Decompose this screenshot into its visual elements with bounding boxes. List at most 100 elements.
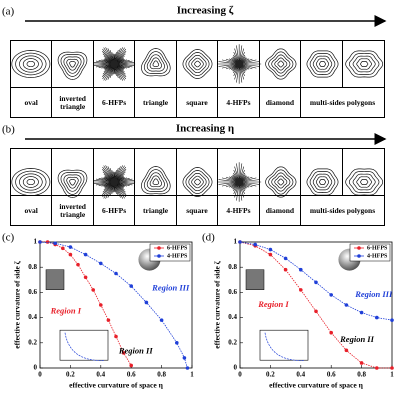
x-tick-label: 0.8 (157, 371, 166, 379)
label-row-b: oval inverted triangle 6-HFPs triangle squar… (10, 196, 385, 226)
image-row-a (10, 40, 385, 88)
label-row-a: oval inverted triangle 6-HFPs triangle squar… (10, 88, 385, 118)
data-point (53, 241, 57, 246)
orbit-stroke (235, 178, 244, 186)
region-label: Region III (354, 289, 393, 299)
image-cell (135, 149, 177, 195)
y-tick-label: 0.6 (28, 288, 37, 296)
inset (259, 329, 309, 361)
legend-marker (157, 246, 161, 250)
plot-frame (39, 241, 193, 369)
y-tick-label: 1 (234, 238, 238, 246)
data-point (68, 252, 73, 257)
image-cell (218, 149, 260, 195)
shape-label: oval (11, 88, 53, 117)
orbit-curve (194, 178, 201, 186)
orbit-curve (69, 61, 76, 68)
data-point (83, 275, 88, 280)
data-point (91, 288, 95, 292)
orbit-curve (11, 50, 51, 78)
orbit-image (45, 269, 65, 290)
shape-label: 6-HFPs (94, 196, 136, 225)
legend-label: 4-HFPS (367, 253, 388, 259)
region-label: Region III (151, 283, 190, 293)
orbit-curve (265, 166, 297, 198)
data-point (268, 252, 273, 257)
data-point (314, 280, 318, 285)
shape-label: triangle (135, 196, 177, 225)
legend-label: 4-HFPS (167, 253, 188, 259)
orbit-curve (152, 178, 160, 185)
orbit-image (245, 269, 265, 290)
orbit-curve (60, 172, 85, 195)
orbit-curve (356, 176, 372, 188)
x-tick-label: 0.4 (296, 371, 305, 379)
data-point (344, 303, 349, 307)
x-tick-label: 0.2 (66, 371, 75, 379)
x-tick-label: 0 (38, 371, 42, 379)
orbit-curve (63, 56, 82, 74)
orbit-curve (268, 51, 294, 77)
data-point (329, 293, 334, 297)
shape-label: inverted triangle (52, 88, 94, 117)
image-cell (52, 41, 94, 87)
x-tick-label: 0.6 (127, 371, 136, 379)
y-tick-label: 0.8 (228, 263, 237, 271)
orbit-curve (312, 173, 333, 191)
legend-label: 6-HFPS (367, 245, 388, 251)
orbit-curve (15, 52, 47, 76)
shape-label: 6-HFPs (94, 88, 136, 117)
orbit-curve (348, 53, 380, 75)
orbit-curve (352, 55, 376, 73)
image-cell (301, 41, 343, 87)
image-cell (343, 41, 384, 87)
orbit-curve (11, 168, 51, 196)
data-point (375, 366, 379, 370)
data-point (314, 309, 318, 314)
y-tick-label: 0.8 (28, 263, 37, 271)
orbit-curve (19, 55, 43, 73)
image-cell (11, 41, 53, 87)
data-point (83, 252, 88, 257)
region-label: Region I (50, 305, 82, 315)
y-tick-label: 0.2 (28, 338, 37, 346)
orbit-curve (182, 167, 213, 197)
orbit-curve (271, 172, 291, 192)
shape-label: square (177, 88, 219, 117)
inset-curve (264, 332, 305, 361)
y-tick-label: 0.4 (228, 313, 237, 321)
data-point (45, 240, 50, 244)
orbit-curve (274, 175, 288, 189)
orbit-curve (66, 58, 79, 71)
data-point (359, 310, 364, 315)
x-tick-label: 0.2 (266, 371, 275, 379)
data-point (129, 284, 133, 288)
x-axis-label: effective curvature of space η (269, 381, 363, 390)
orbit-curve (66, 176, 79, 189)
data-point (106, 318, 111, 322)
orbit-curve (63, 174, 82, 192)
orbit-curve (22, 176, 39, 188)
shape-label: 4-HFPs (218, 88, 260, 117)
data-point (238, 240, 242, 244)
data-point (299, 267, 303, 272)
orbit-curve (141, 166, 171, 195)
orbit-curve (191, 57, 204, 71)
image-cell (177, 149, 219, 195)
orbit-curve (268, 169, 294, 195)
orbit-curve (306, 168, 339, 196)
orbit-curve (277, 178, 285, 186)
orbit-curve (319, 179, 326, 185)
data-point (390, 366, 394, 370)
orbit-curve (149, 175, 162, 188)
shape-label: diamond (260, 196, 302, 225)
image-cell (52, 149, 94, 195)
x-axis-label: effective curvature of space η (69, 381, 163, 390)
orbit-curve (26, 60, 35, 68)
y-tick-label: 0 (234, 364, 238, 372)
data-point (99, 303, 103, 307)
legend-marker (357, 246, 361, 250)
orbit-curve (352, 173, 376, 191)
orbit-curve (345, 50, 384, 78)
